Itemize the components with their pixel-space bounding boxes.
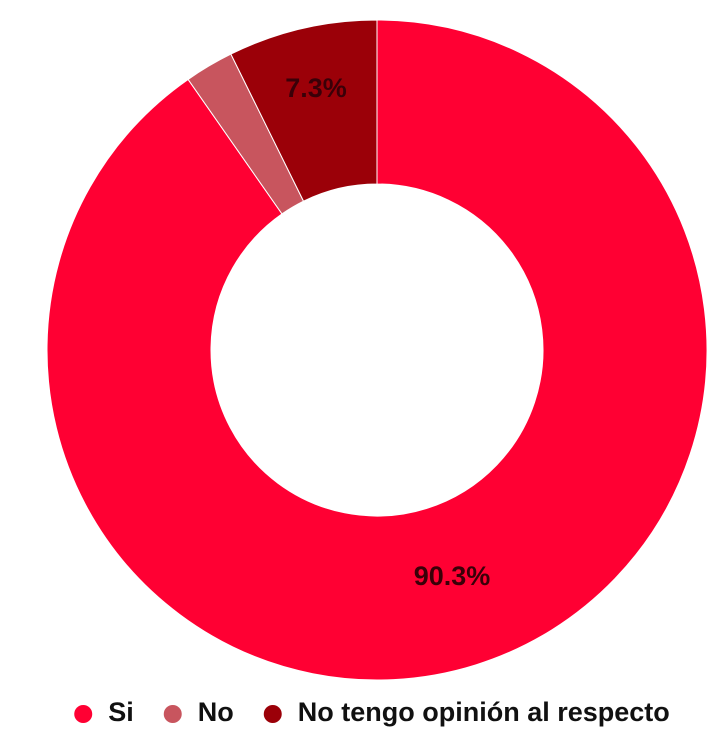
- slice-no-tengo-opinion-al-respecto: [230, 19, 378, 202]
- donut-slices: [46, 19, 708, 681]
- data-labels: 90.3% 7.3%: [285, 73, 490, 591]
- data-label-si: 90.3%: [414, 561, 491, 591]
- data-label-no-tengo-opinion-al-respecto: 7.3%: [285, 73, 347, 103]
- legend-marker-no: [163, 705, 182, 723]
- legend-marker-si: [74, 705, 93, 723]
- legend: Si No No tengo opinión al respecto: [74, 697, 670, 727]
- legend-label-no-tengo-opinion-al-respecto: No tengo opinión al respecto: [298, 697, 670, 727]
- legend-label-no: No: [198, 697, 234, 727]
- slice-si: [46, 19, 708, 681]
- legend-marker-no-tengo-opinion-al-respecto: [263, 705, 282, 723]
- legend-label-si: Si: [108, 697, 134, 727]
